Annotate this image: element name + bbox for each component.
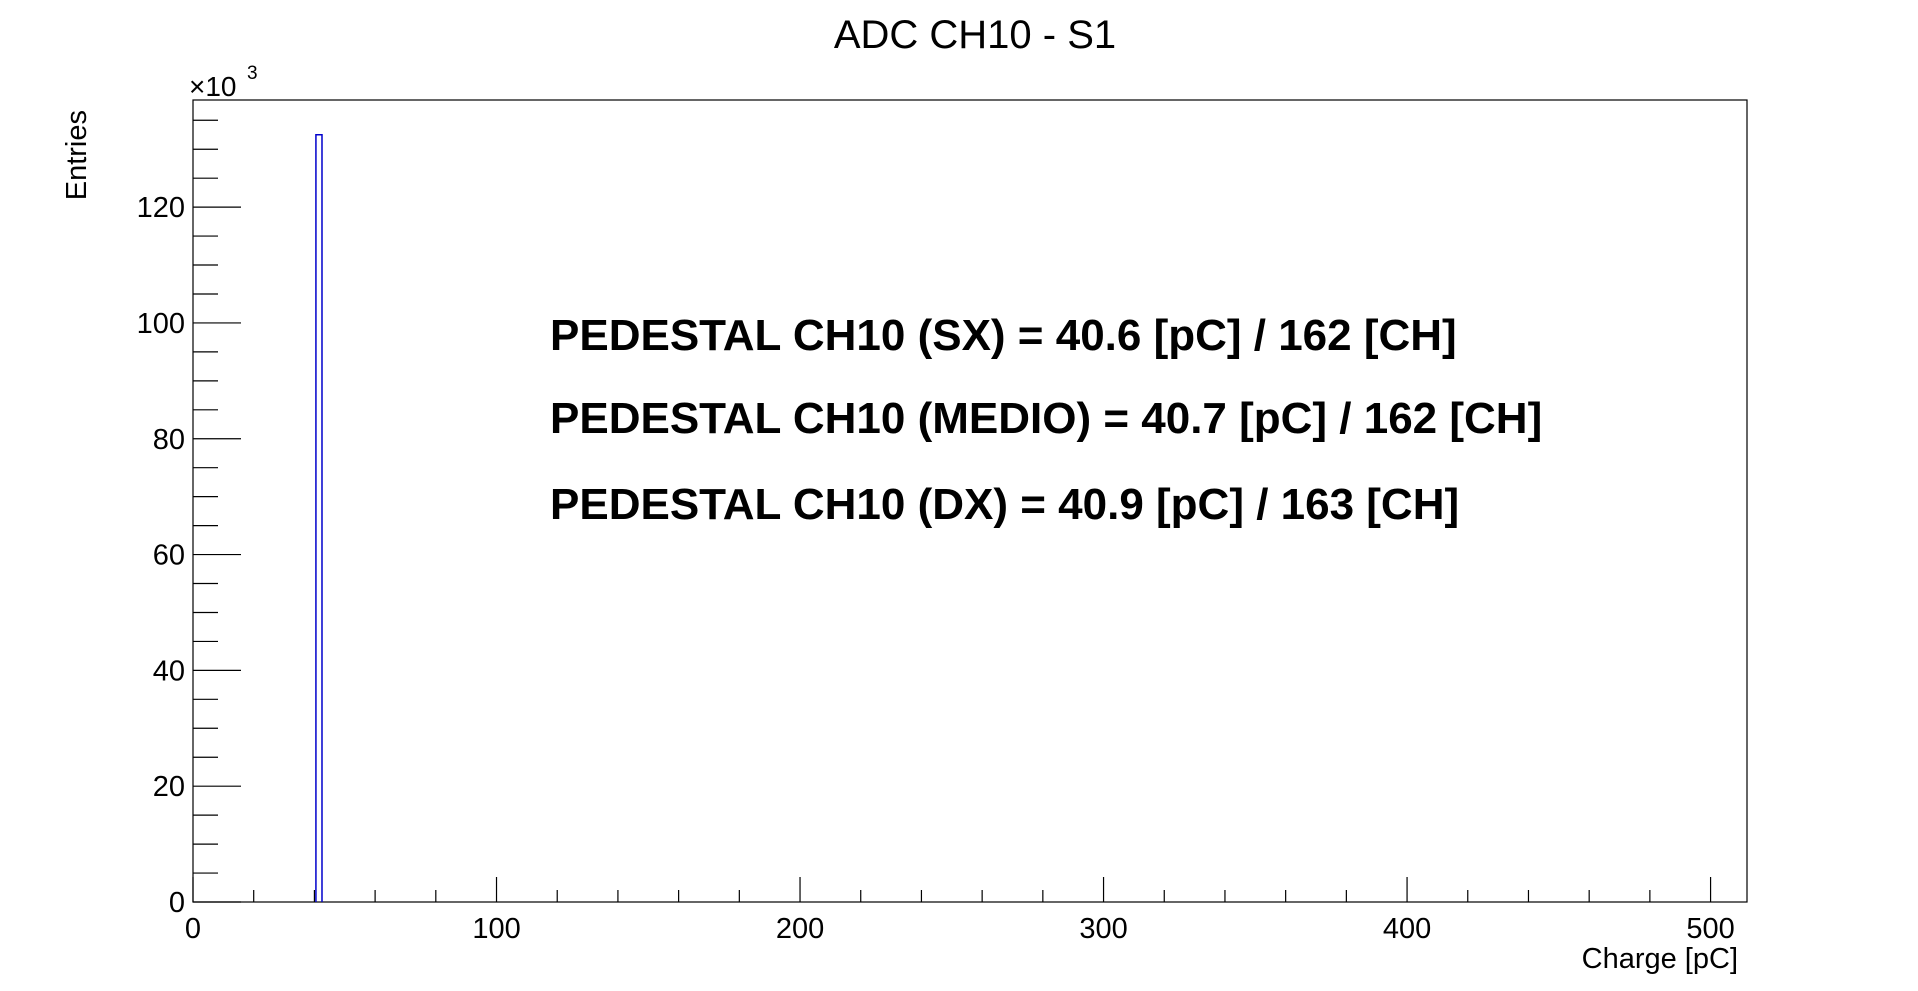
histogram-bin bbox=[315, 133, 323, 902]
chart-title: ADC CH10 - S1 bbox=[834, 13, 1116, 57]
y-tick-label: 80 bbox=[153, 424, 185, 456]
plot-area bbox=[192, 99, 1748, 903]
x-tick-label: 300 bbox=[1079, 913, 1127, 945]
y-tick-label: 100 bbox=[137, 308, 185, 340]
x-tick-label: 100 bbox=[472, 913, 520, 945]
pedestal-annotation: PEDESTAL CH10 (MEDIO) = 40.7 [pC] / 162 … bbox=[550, 394, 1542, 443]
x-axis-label: Charge [pC] bbox=[1582, 943, 1738, 975]
x-tick-label: 200 bbox=[776, 913, 824, 945]
plot-frame bbox=[192, 99, 1748, 903]
multiplier-base: ×10 bbox=[189, 71, 237, 102]
y-tick-label: 40 bbox=[153, 655, 185, 687]
x-tick-label: 400 bbox=[1383, 913, 1431, 945]
pedestal-annotation: PEDESTAL CH10 (DX) = 40.9 [pC] / 163 [CH… bbox=[550, 480, 1459, 529]
multiplier-exponent: 3 bbox=[247, 63, 258, 84]
histogram-bins bbox=[315, 133, 323, 902]
y-tick-label: 60 bbox=[153, 540, 185, 572]
x-tick-label: 500 bbox=[1686, 913, 1734, 945]
pedestal-annotation: PEDESTAL CH10 (SX) = 40.6 [pC] / 162 [CH… bbox=[550, 311, 1457, 360]
x-tick-label: 0 bbox=[185, 913, 201, 945]
y-axis-label: Entries bbox=[61, 110, 93, 200]
y-axis-multiplier: ×10 3 bbox=[189, 63, 258, 102]
y-tick-label: 0 bbox=[169, 887, 185, 919]
y-tick-label: 20 bbox=[153, 771, 185, 803]
y-tick-label: 120 bbox=[137, 192, 185, 224]
minor-ticks bbox=[193, 119, 1651, 902]
pedestal-annotations: PEDESTAL CH10 (SX) = 40.6 [pC] / 162 [CH… bbox=[550, 311, 1542, 529]
major-ticks bbox=[192, 206, 1712, 903]
y-tick-labels: 0 20 40 60 80 100 120 bbox=[137, 192, 185, 919]
x-tick-labels: 0 100 200 300 400 500 bbox=[185, 913, 1735, 945]
